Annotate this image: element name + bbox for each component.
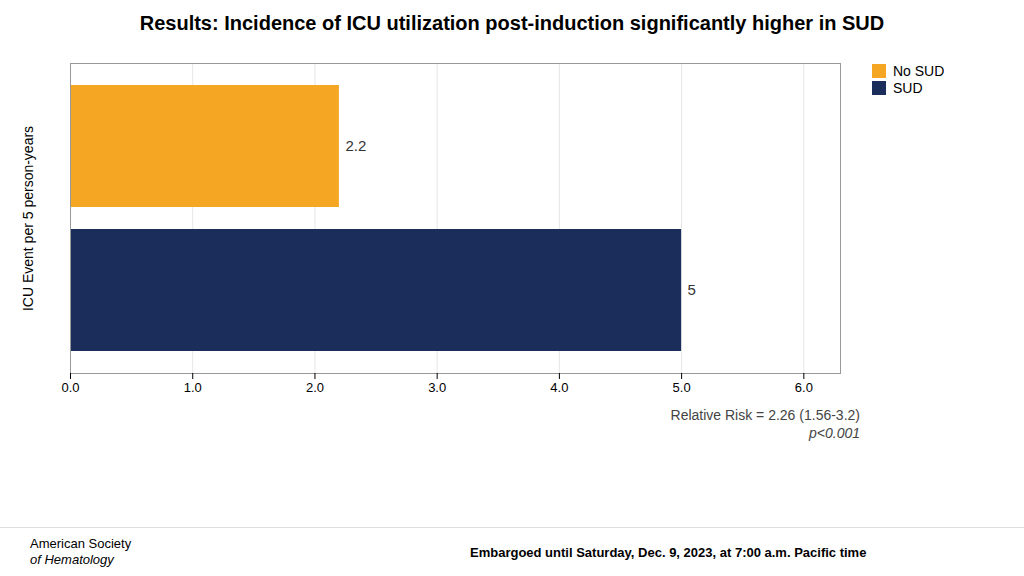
html-text:Relative Risk = 2.26 (1.56-3.2: Relative Risk = 2.26 (1.56-3.2)	[670, 407, 860, 423]
html-text:of Hematology: of Hematology	[30, 552, 114, 567]
svg-text:1.0: 1.0	[184, 380, 202, 395]
html-text:SUD: SUD	[893, 80, 923, 96]
html-text:American Society: American Society	[30, 535, 132, 551]
svg-text:6.0: 6.0	[795, 380, 813, 395]
svg-text:4.0: 4.0	[550, 380, 568, 395]
svg-text:2.2: 2.2	[345, 137, 366, 154]
html-text:No SUD: No SUD	[893, 63, 945, 79]
svg-text:0.0: 0.0	[61, 380, 79, 395]
html-text:Embargoed until Saturday, Dec.: Embargoed until Saturday, Dec. 9, 2023, …	[470, 544, 867, 560]
svg-text:5: 5	[688, 281, 696, 298]
svg-text:2.0: 2.0	[306, 380, 324, 395]
svg-text:5.0: 5.0	[673, 380, 691, 395]
html-text:Results: Incidence of ICU util: Results: Incidence of ICU utilization po…	[139, 12, 885, 34]
svg-text:ICU Event per 5 person-years: ICU Event per 5 person-years	[20, 126, 36, 311]
svg-text:3.0: 3.0	[428, 380, 446, 395]
html-text:p<0.001: p<0.001	[809, 425, 860, 441]
